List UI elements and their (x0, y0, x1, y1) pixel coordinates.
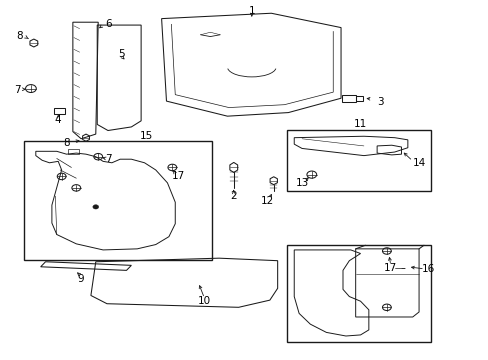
Text: 15: 15 (139, 131, 152, 141)
Text: 7: 7 (15, 85, 21, 95)
Bar (287, 244, 430, 342)
Text: 17: 17 (172, 171, 185, 181)
Text: 10: 10 (198, 296, 211, 306)
Bar (287, 130, 430, 192)
Text: 11: 11 (353, 120, 366, 129)
Bar (54, 108, 65, 114)
Text: 6: 6 (105, 19, 112, 29)
Text: 16: 16 (421, 264, 434, 274)
Text: 1: 1 (248, 6, 255, 16)
Text: 17: 17 (384, 263, 397, 273)
Text: 8: 8 (16, 31, 22, 41)
Text: 9: 9 (78, 274, 84, 284)
Bar (68, 149, 79, 154)
Text: –: – (400, 263, 405, 273)
Text: 12: 12 (261, 196, 274, 206)
Text: 5: 5 (118, 49, 124, 59)
Text: 14: 14 (411, 158, 425, 168)
Text: 8: 8 (63, 139, 70, 148)
Bar (341, 95, 355, 102)
Bar (355, 96, 363, 101)
Text: 2: 2 (230, 191, 237, 201)
Bar (24, 141, 211, 260)
Text: 13: 13 (295, 178, 308, 188)
Text: 7: 7 (104, 154, 111, 164)
Text: 3: 3 (376, 97, 383, 107)
Circle shape (93, 205, 99, 209)
Text: 4: 4 (55, 115, 61, 125)
